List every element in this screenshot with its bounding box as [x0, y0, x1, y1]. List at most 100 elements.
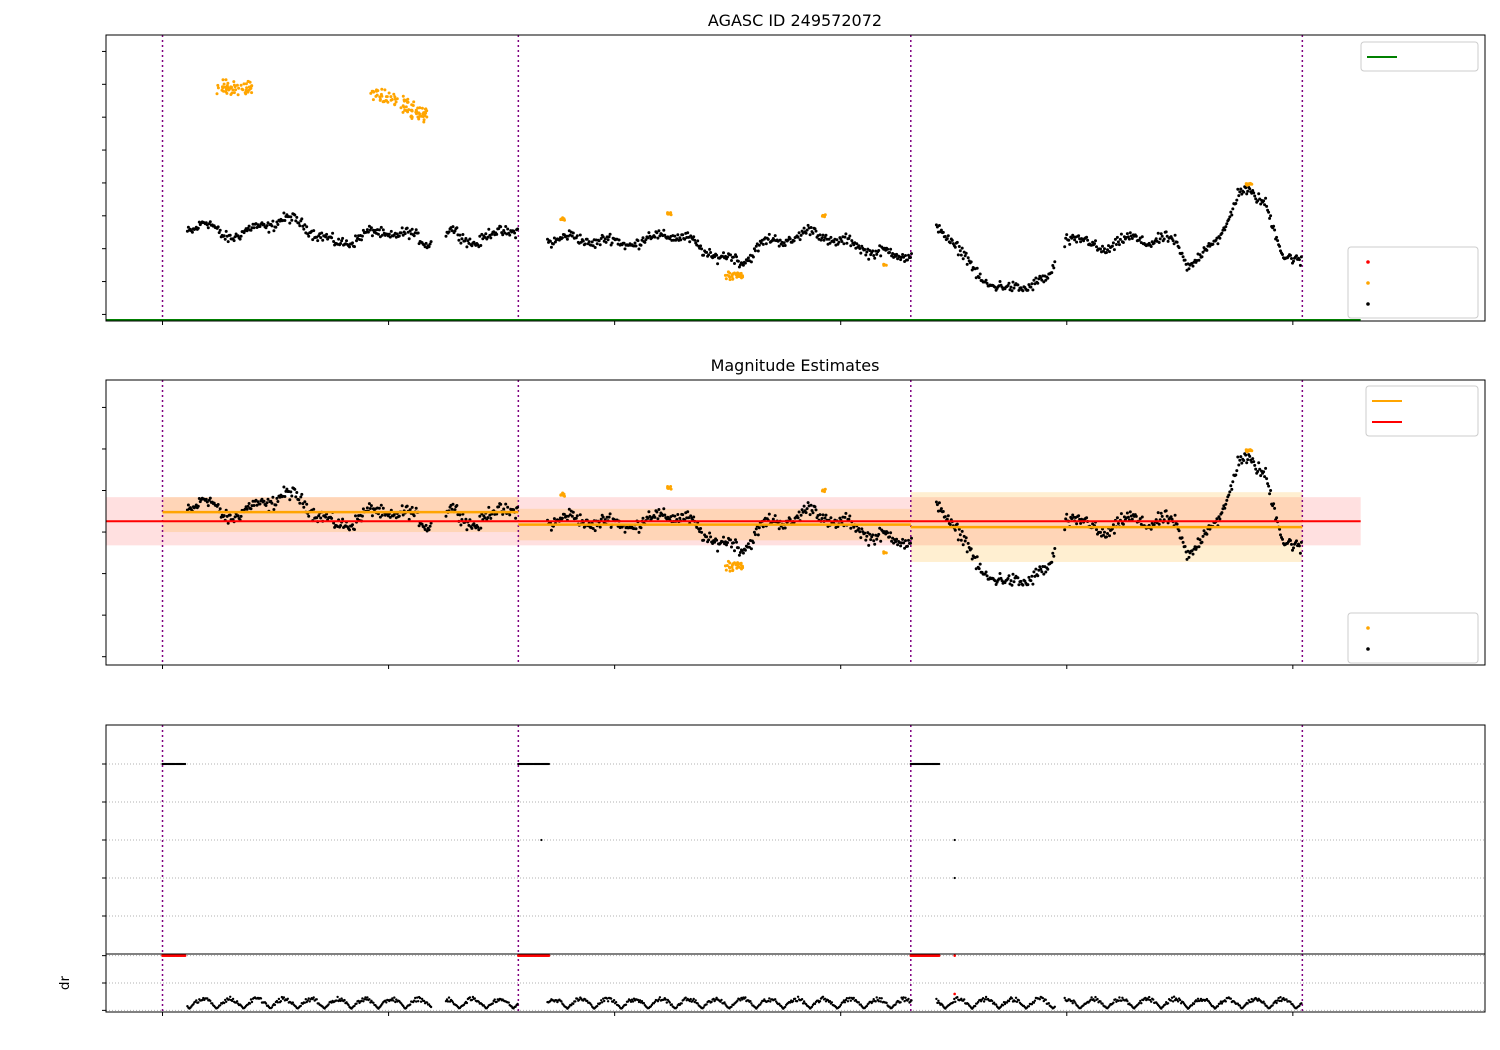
ok-point — [1021, 583, 1025, 587]
ok-point — [899, 258, 903, 262]
dr-point — [1001, 1004, 1005, 1007]
ok-point — [258, 225, 262, 228]
ok-point — [1063, 245, 1067, 249]
dr-point — [642, 1002, 646, 1005]
dr-point — [963, 998, 966, 1001]
ok-point — [1031, 288, 1035, 292]
ok-point — [608, 512, 612, 516]
dr-point — [846, 1000, 850, 1003]
ok-point — [977, 567, 981, 571]
ok-point — [1281, 253, 1284, 256]
ok-point — [489, 516, 493, 520]
dr-point — [299, 1004, 302, 1008]
ok-point — [1111, 523, 1115, 527]
highlighted-point — [666, 485, 670, 489]
ok-point — [646, 516, 650, 520]
dr-point — [1246, 1002, 1249, 1005]
ok-point — [315, 516, 319, 520]
dr-point — [653, 1000, 657, 1004]
ok-point — [639, 526, 643, 530]
ok-point — [872, 539, 876, 543]
dr-point — [1278, 999, 1281, 1003]
dr-point — [680, 1002, 683, 1005]
dr-point — [422, 999, 426, 1003]
ok-point — [578, 233, 582, 237]
ok-point — [598, 243, 602, 247]
ok-point — [1197, 258, 1201, 262]
dr-point — [810, 1005, 814, 1008]
highlighted-point — [234, 88, 238, 92]
dr-point — [899, 1001, 902, 1004]
dr-point — [249, 998, 253, 1001]
ok-point — [855, 242, 859, 246]
ok-point — [960, 529, 964, 533]
agasc-axes-frame — [102, 34, 1486, 325]
ok-point — [205, 500, 209, 504]
highlighted-point — [374, 94, 378, 98]
ok-point — [610, 241, 614, 245]
ok-point — [1291, 548, 1294, 552]
ok-point — [593, 246, 597, 249]
dr-point — [202, 996, 205, 1000]
ok-point — [1237, 463, 1241, 467]
dr-point — [894, 1003, 897, 1006]
dr-point — [1218, 1002, 1222, 1005]
ok-point — [1016, 576, 1020, 580]
ok-point — [1138, 517, 1142, 521]
ok-point — [340, 239, 344, 243]
highlighted-point — [224, 90, 228, 94]
mag-estimates-plot-area — [106, 380, 1361, 665]
ok-point — [796, 516, 800, 520]
ok-point — [623, 530, 627, 534]
ok-point — [459, 523, 463, 527]
ok-point — [275, 496, 279, 500]
ok-point — [1012, 580, 1016, 584]
ok-point — [1223, 228, 1227, 232]
dr-point — [473, 997, 476, 1000]
highlighted-point — [669, 487, 673, 491]
ok-point — [961, 257, 965, 261]
ok-point — [397, 234, 401, 238]
ok-point — [1040, 278, 1044, 282]
ok-point — [864, 253, 868, 257]
highlighted-point — [403, 108, 407, 112]
ok-point — [218, 507, 222, 511]
ok-point — [501, 512, 505, 516]
ok-point — [818, 513, 822, 517]
highlighted-point — [730, 565, 734, 569]
dr-point — [848, 996, 851, 999]
ok-point — [217, 231, 221, 235]
ok-point — [400, 226, 404, 230]
ok-point — [397, 514, 401, 518]
ok-point — [960, 246, 964, 250]
ok-point — [1103, 530, 1106, 534]
ok-point — [777, 244, 781, 248]
ok-point — [843, 235, 847, 239]
ok-point — [591, 527, 595, 530]
ok-point — [910, 536, 913, 540]
ok-point — [863, 248, 867, 251]
ok-point — [1251, 189, 1255, 192]
ok-point — [1034, 567, 1038, 571]
ok-point — [809, 226, 813, 229]
ok-point — [249, 228, 253, 232]
dr-point — [555, 999, 558, 1002]
ok-point — [657, 508, 661, 511]
ok-point — [1121, 522, 1125, 526]
dr-point — [1007, 999, 1011, 1003]
ok-point — [1159, 232, 1163, 236]
ok-point — [956, 253, 960, 257]
ok-point — [388, 515, 392, 519]
dr-point — [507, 1001, 510, 1004]
highlighted-point — [232, 83, 236, 87]
ok-point — [297, 221, 301, 225]
ok-point — [560, 236, 564, 240]
ok-point — [275, 220, 279, 224]
ok-point — [499, 225, 503, 229]
dr-not-ok-point — [937, 954, 941, 957]
ok-point — [879, 539, 883, 543]
dr-point — [605, 997, 609, 1000]
ok-point — [575, 514, 579, 518]
dr-point — [445, 998, 449, 1001]
dr-point — [465, 1001, 469, 1005]
